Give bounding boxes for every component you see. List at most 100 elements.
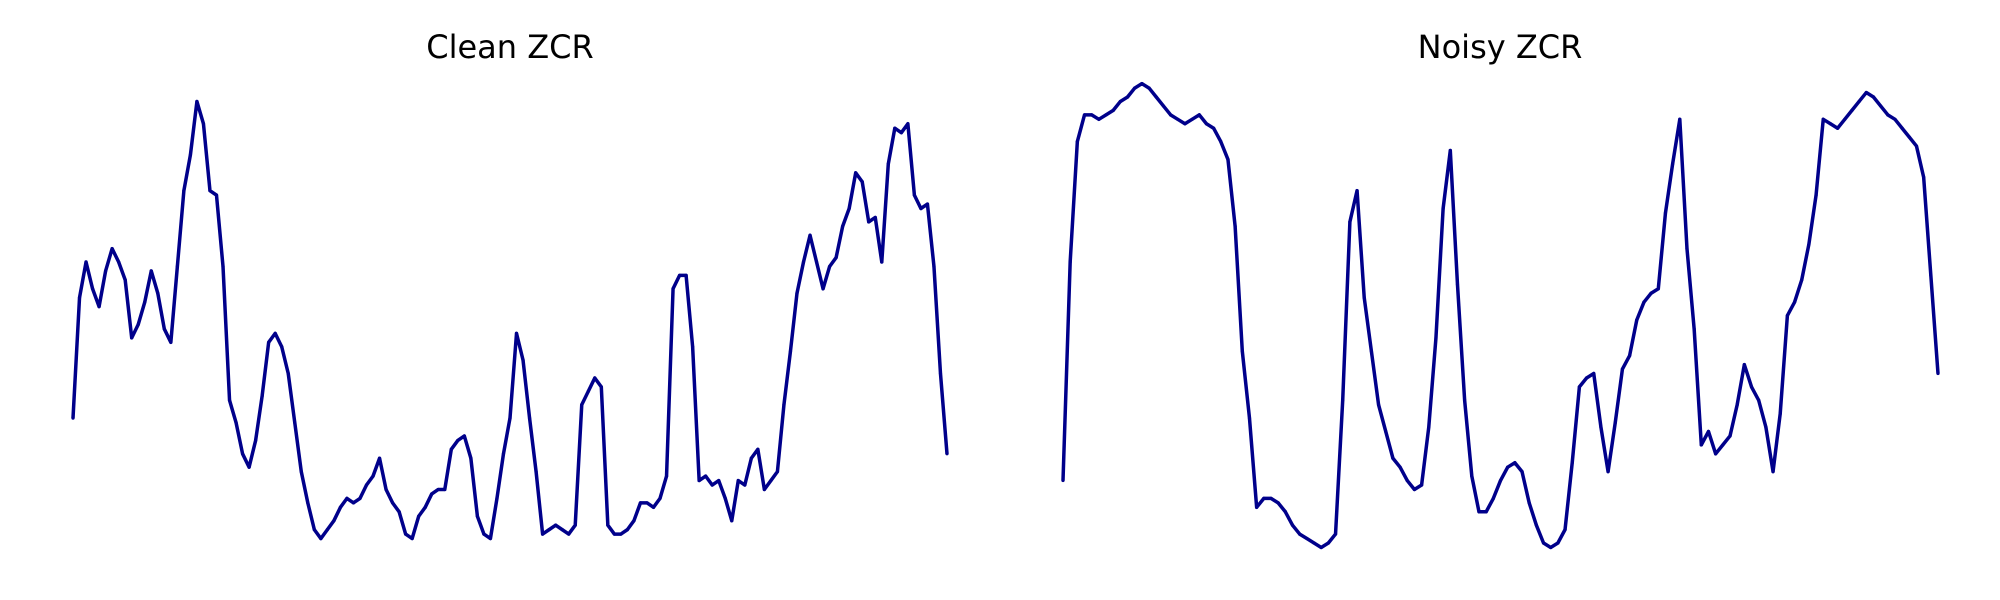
clean-zcr-line bbox=[71, 99, 949, 541]
data-point bbox=[475, 514, 479, 518]
data-point bbox=[71, 416, 75, 420]
data-point bbox=[1384, 429, 1388, 434]
data-point bbox=[534, 470, 538, 474]
data-point bbox=[260, 394, 264, 398]
data-point bbox=[1405, 478, 1409, 483]
data-point bbox=[90, 287, 95, 291]
data-point bbox=[762, 487, 766, 492]
data-point bbox=[149, 269, 153, 273]
data-point bbox=[1341, 398, 1345, 402]
data-point bbox=[1900, 126, 1904, 130]
data-point bbox=[1778, 412, 1782, 416]
data-point bbox=[612, 532, 616, 536]
data-point bbox=[651, 505, 656, 509]
data-point bbox=[1570, 461, 1574, 465]
data-point bbox=[560, 528, 564, 532]
data-point bbox=[925, 202, 930, 206]
data-point bbox=[1463, 398, 1467, 402]
data-point bbox=[1197, 113, 1201, 117]
data-point bbox=[299, 470, 303, 474]
data-point bbox=[795, 291, 799, 295]
data-point bbox=[430, 492, 434, 496]
data-point bbox=[1477, 510, 1481, 514]
data-point bbox=[593, 376, 597, 380]
data-point bbox=[1929, 273, 1933, 277]
data-point bbox=[1448, 148, 1452, 153]
data-point bbox=[1800, 278, 1804, 282]
data-point bbox=[1520, 470, 1524, 474]
data-point bbox=[1563, 528, 1567, 532]
data-point bbox=[1843, 117, 1847, 121]
data-point bbox=[267, 340, 271, 344]
panel-clean-zcr: Clean ZCR bbox=[71, 28, 949, 541]
data-point bbox=[1484, 510, 1488, 514]
data-point bbox=[1828, 122, 1833, 126]
data-point bbox=[749, 456, 753, 460]
data-point bbox=[743, 483, 747, 487]
data-point bbox=[227, 398, 232, 402]
data-point bbox=[1305, 536, 1309, 541]
data-point bbox=[1154, 95, 1158, 99]
data-point bbox=[1412, 487, 1417, 492]
data-point bbox=[351, 501, 356, 505]
data-point bbox=[1706, 429, 1711, 434]
data-point bbox=[234, 420, 238, 425]
data-point bbox=[886, 162, 890, 166]
data-point bbox=[97, 305, 101, 309]
data-point bbox=[423, 505, 427, 509]
data-point bbox=[664, 474, 669, 478]
data-point bbox=[691, 345, 695, 349]
data-point bbox=[1728, 434, 1732, 438]
data-point bbox=[1620, 367, 1625, 371]
data-point bbox=[599, 385, 603, 389]
data-point bbox=[1183, 122, 1187, 126]
data-point bbox=[906, 122, 910, 126]
data-point bbox=[1749, 385, 1754, 389]
data-point bbox=[1556, 541, 1560, 545]
noisy-zcr-points bbox=[1061, 82, 1940, 550]
data-point bbox=[893, 126, 897, 130]
data-point bbox=[1434, 336, 1438, 340]
data-point bbox=[1212, 126, 1216, 130]
data-point bbox=[1097, 117, 1101, 121]
data-point bbox=[730, 519, 734, 523]
data-point bbox=[508, 416, 512, 420]
data-point bbox=[1247, 416, 1252, 420]
data-point bbox=[1642, 300, 1646, 304]
data-point bbox=[938, 371, 943, 376]
data-point bbox=[1656, 287, 1660, 291]
data-point bbox=[1068, 260, 1072, 264]
data-point bbox=[919, 206, 923, 211]
data-point bbox=[1541, 541, 1546, 545]
data-point bbox=[1649, 291, 1653, 295]
data-point bbox=[143, 300, 147, 304]
data-point bbox=[1269, 496, 1273, 500]
data-point bbox=[1893, 117, 1897, 121]
data-point bbox=[1090, 113, 1094, 117]
data-point bbox=[723, 496, 727, 500]
data-point bbox=[1886, 113, 1890, 117]
data-point bbox=[404, 532, 408, 536]
data-point bbox=[554, 523, 558, 527]
data-point bbox=[1369, 349, 1373, 353]
data-point bbox=[1391, 456, 1395, 460]
data-point bbox=[573, 523, 577, 527]
data-point bbox=[1592, 371, 1596, 376]
data-point bbox=[821, 287, 825, 291]
data-point bbox=[156, 291, 160, 295]
data-point bbox=[619, 532, 623, 536]
data-point bbox=[1678, 117, 1682, 121]
data-point bbox=[860, 180, 864, 184]
data-point bbox=[1814, 193, 1818, 197]
data-point bbox=[1635, 318, 1639, 322]
data-point bbox=[312, 528, 316, 532]
data-point bbox=[567, 532, 571, 536]
data-point bbox=[788, 349, 793, 353]
data-point bbox=[606, 523, 610, 527]
data-point bbox=[814, 260, 819, 264]
data-point bbox=[254, 438, 258, 443]
data-point bbox=[377, 456, 382, 460]
data-point bbox=[521, 358, 525, 362]
data-point bbox=[1470, 474, 1474, 478]
data-point bbox=[1262, 496, 1266, 500]
